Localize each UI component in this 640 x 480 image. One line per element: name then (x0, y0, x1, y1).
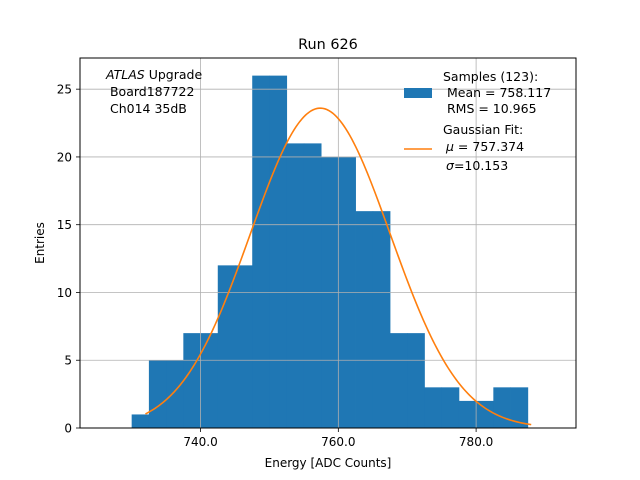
annotation-line-1: ATLAS Upgrade (105, 67, 202, 82)
histogram-bar (441, 387, 460, 428)
histogram-bar (286, 143, 305, 428)
histogram-bar (424, 387, 443, 428)
histogram-bar (303, 143, 322, 428)
sigma-value: =10.153 (454, 158, 508, 173)
annotation-line-3: Ch014 35dB (106, 101, 187, 116)
sigma-symbol: σ (446, 158, 455, 173)
histogram-bar (217, 265, 236, 428)
histogram-bar (269, 75, 288, 428)
histogram-bar (493, 387, 511, 428)
legend-fit-line-1: Gaussian Fit: (443, 122, 523, 137)
y-axis-ticks: 0 5 10 15 20 25 (57, 83, 80, 436)
legend-fit-line-2: μ = 757.374 (445, 139, 524, 154)
legend-fit-line-3: σ=10.153 (446, 158, 508, 173)
gaussian-fit-curve (145, 107, 532, 426)
histogram-bar (252, 75, 270, 428)
y-tick-label: 20 (57, 150, 72, 164)
histogram-bar (458, 400, 477, 428)
legend-samples-line-3: RMS = 10.965 (443, 101, 537, 116)
chart-title: Run 626 (298, 37, 358, 53)
histogram-bar (148, 360, 167, 428)
mu-value: = 757.374 (454, 139, 524, 154)
gaussian-fit (145, 107, 532, 426)
legend-samples-line-1: Samples (123): (443, 69, 538, 84)
histogram-bar (407, 333, 425, 428)
x-tick-label: 760.0 (321, 435, 355, 449)
x-tick-label: 780.0 (459, 435, 493, 449)
legend-samples-line-2: Mean = 758.117 (443, 85, 551, 100)
mu-symbol: μ (445, 139, 454, 154)
atlas-label: ATLAS (105, 67, 145, 82)
histogram-bar (131, 414, 150, 428)
annotation: ATLAS Upgrade Board187722 Ch014 35dB (105, 67, 202, 116)
y-tick-label: 10 (57, 286, 72, 300)
histogram-bar (390, 333, 408, 428)
histogram-bar (200, 333, 219, 428)
legend: Samples (123): Mean = 758.117 RMS = 10.9… (404, 69, 551, 173)
y-axis-label: Entries (33, 222, 47, 264)
histogram-bar (183, 333, 201, 428)
y-tick-label: 0 (64, 422, 72, 436)
x-axis-ticks: 740.0 760.0 780.0 (183, 428, 493, 449)
histogram-bar (510, 387, 529, 428)
y-tick-label: 15 (57, 218, 72, 232)
plot-frame (79, 57, 577, 429)
histogram-bar (355, 211, 374, 428)
histogram-bar (476, 400, 494, 428)
x-tick-label: 740.0 (183, 435, 217, 449)
legend-samples-swatch (404, 88, 432, 98)
upgrade-label: Upgrade (145, 67, 203, 82)
histogram-bar (372, 211, 391, 428)
y-tick-label: 5 (64, 354, 72, 368)
histogram-bar (166, 360, 184, 428)
annotation-line-2: Board187722 (106, 84, 194, 99)
histogram-bar (235, 265, 253, 428)
x-axis-label: Energy [ADC Counts] (265, 456, 392, 470)
y-tick-label: 25 (57, 83, 72, 97)
